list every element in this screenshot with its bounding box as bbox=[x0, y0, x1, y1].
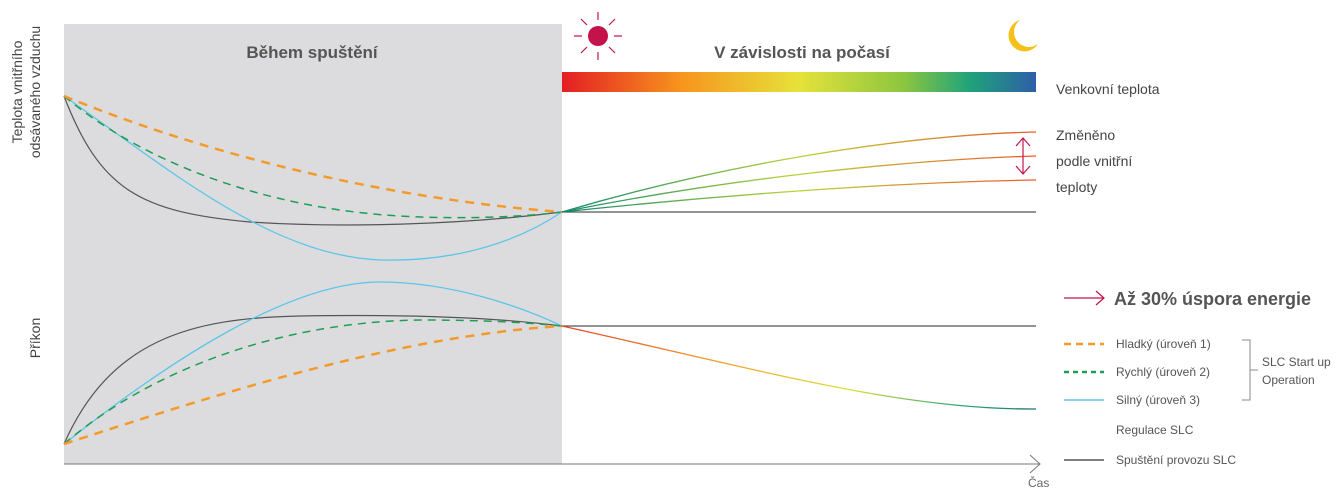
saving-arrow-icon bbox=[1064, 290, 1105, 306]
legend-group-line2: Operation bbox=[1262, 373, 1315, 387]
outdoor-temperature-bar bbox=[562, 72, 1036, 92]
changed-label-line3: teploty bbox=[1056, 179, 1097, 195]
x-axis bbox=[64, 454, 1041, 474]
y-label-temperature-line2: odsávaného vzduchu bbox=[27, 26, 43, 158]
sun-icon bbox=[574, 12, 622, 60]
power-regulation bbox=[561, 325, 1037, 410]
temp-curve-strong bbox=[63, 95, 563, 261]
double-arrow-icon bbox=[1015, 137, 1031, 175]
changed-label-line1: Změněno bbox=[1056, 127, 1115, 143]
power-curve-slc-start bbox=[63, 314, 563, 445]
legend-group-line1: SLC Start up bbox=[1262, 355, 1331, 369]
outdoor-temperature-label: Venkovní teplota bbox=[1056, 81, 1160, 97]
temp-regulation-mid bbox=[561, 155, 1037, 213]
power-curve-strong bbox=[63, 281, 563, 445]
temp-regulation-low bbox=[561, 179, 1037, 213]
temp-regulation-high bbox=[561, 131, 1037, 213]
startup-region bbox=[64, 24, 562, 464]
temp-curve-fast bbox=[63, 95, 563, 219]
weather-title: V závislosti na počasí bbox=[714, 43, 891, 62]
y-label-temperature-line1: Teplota vnitřního bbox=[9, 40, 25, 143]
startup-title: Během spuštění bbox=[246, 43, 379, 62]
temp-curve-slc-start bbox=[63, 95, 563, 226]
legend-label-fast: Rychlý (úroveň 2) bbox=[1116, 365, 1210, 379]
energy-saving-label: Až 30% úspora energie bbox=[1114, 289, 1311, 309]
power-curve-fast bbox=[63, 319, 563, 445]
temp-curve-smooth bbox=[63, 94, 563, 214]
power-curve-smooth bbox=[63, 324, 563, 446]
legend-label-strong: Silný (úroveň 3) bbox=[1116, 393, 1200, 407]
legend-label-regulation: Regulace SLC bbox=[1116, 423, 1194, 437]
legend-group-bracket bbox=[1242, 339, 1251, 401]
legend-label-slc-start: Spuštění provozu SLC bbox=[1116, 453, 1236, 467]
x-axis-label: Čas bbox=[1028, 475, 1049, 490]
legend: Hladký (úroveň 1) Rychlý (úroveň 2) Siln… bbox=[1064, 337, 1331, 467]
legend-label-smooth: Hladký (úroveň 1) bbox=[1116, 337, 1211, 351]
y-label-power: Příkon bbox=[27, 318, 43, 358]
moon-icon bbox=[1008, 20, 1038, 52]
changed-label-line2: podle vnitřní bbox=[1056, 153, 1132, 169]
